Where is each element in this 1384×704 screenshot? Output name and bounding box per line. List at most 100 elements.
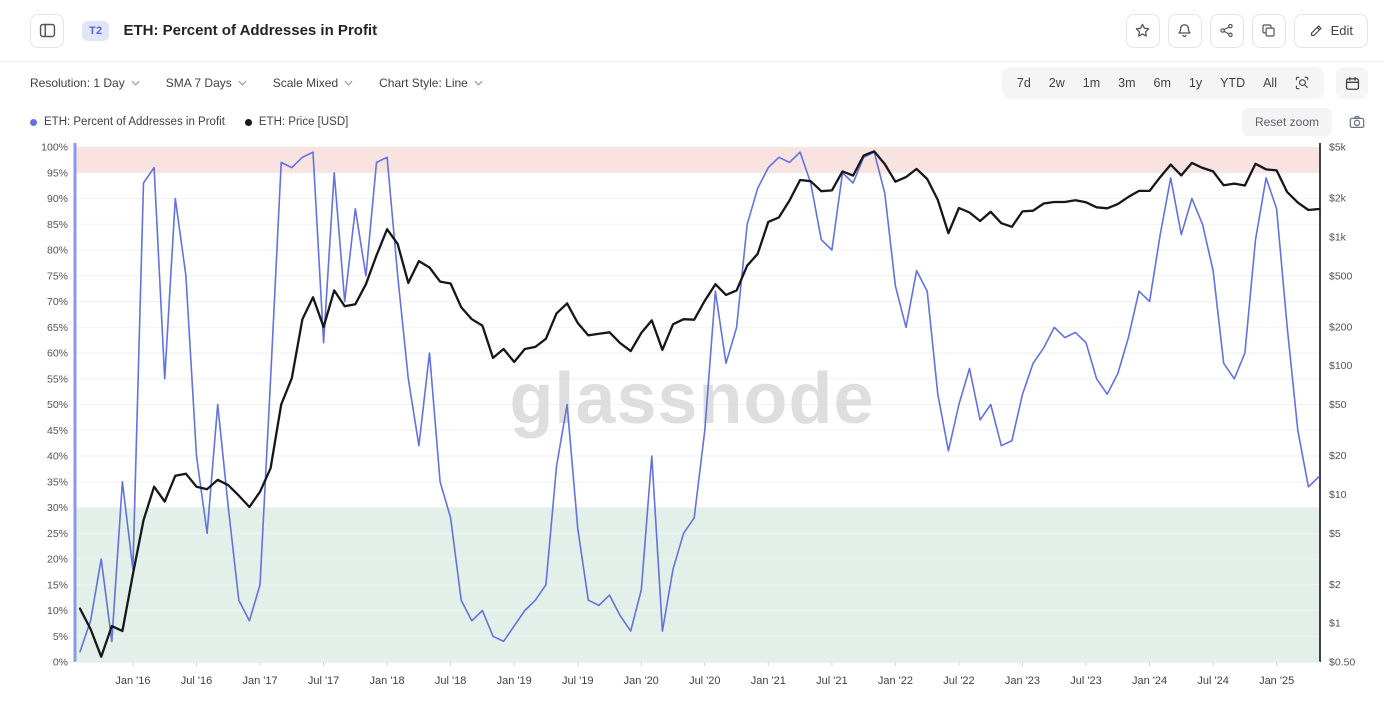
x-axis-tick: Jul '16 xyxy=(181,675,212,687)
range-1m[interactable]: 1m xyxy=(1074,67,1109,99)
x-axis-tick: Jan '21 xyxy=(751,675,786,687)
edit-button-label: Edit xyxy=(1330,23,1353,38)
dropdown-resolution-1-day[interactable]: Resolution: 1 Day xyxy=(30,76,140,90)
right-axis-tick: $10 xyxy=(1329,489,1347,501)
dropdown-sma-7-days[interactable]: SMA 7 Days xyxy=(166,76,247,90)
panel-left-icon xyxy=(39,23,55,38)
right-axis-tick: $2k xyxy=(1329,193,1347,205)
dropdown-label: Scale Mixed xyxy=(272,76,339,90)
legend: ETH: Percent of Addresses in Profit ETH: … xyxy=(30,116,348,128)
range-all[interactable]: All xyxy=(1254,67,1286,99)
right-axis-tick: $1k xyxy=(1329,231,1347,243)
x-axis-tick: Jan '22 xyxy=(878,675,913,687)
header-bar: T2 ETH: Percent of Addresses in Profit xyxy=(0,0,1384,62)
dropdown-label: Resolution: 1 Day xyxy=(30,76,125,90)
x-axis-tick: Jul '18 xyxy=(435,675,466,687)
zoom-area-icon xyxy=(1295,76,1309,90)
time-range-group: 7d 2w 1m 3m 6m 1y YTD All xyxy=(1001,67,1324,99)
dropdown-label: SMA 7 Days xyxy=(165,76,232,90)
range-2w[interactable]: 2w xyxy=(1040,67,1074,99)
legend-item-eth-price-usd[interactable]: ETH: Price [USD] xyxy=(244,116,349,128)
alert-button[interactable] xyxy=(1167,13,1202,48)
range-6m[interactable]: 6m xyxy=(1145,67,1180,99)
x-axis-tick: Jan '24 xyxy=(1132,675,1167,687)
left-axis-tick: 40% xyxy=(47,451,68,463)
x-axis-tick: Jul '17 xyxy=(308,675,339,687)
right-axis-tick: $5k xyxy=(1329,142,1347,154)
x-axis-tick: Jul '22 xyxy=(943,675,974,687)
right-axis-tick: $100 xyxy=(1329,360,1353,372)
legend-item-eth-percent-of-addresses-in-profit[interactable]: ETH: Percent of Addresses in Profit xyxy=(30,116,225,128)
right-axis-tick: $20 xyxy=(1329,450,1347,462)
screenshot-button[interactable] xyxy=(1346,111,1368,133)
x-axis-tick: Jan '25 xyxy=(1259,675,1294,687)
left-axis-tick: 15% xyxy=(47,579,68,591)
left-axis-tick: 100% xyxy=(41,142,68,154)
x-axis-tick: Jul '24 xyxy=(1197,675,1228,687)
x-axis-tick: Jul '19 xyxy=(562,675,593,687)
chevron-down-icon xyxy=(474,80,483,86)
chart-settings-dropdowns: Resolution: 1 Day SMA 7 Days Scale Mixed Ch… xyxy=(30,76,483,90)
x-axis-tick: Jul '21 xyxy=(816,675,847,687)
left-axis-tick: 35% xyxy=(47,476,68,488)
dropdown-chart-style-line[interactable]: Chart Style: Line xyxy=(379,76,483,90)
left-axis-tick: 55% xyxy=(47,373,68,385)
chevron-down-icon xyxy=(344,80,353,86)
right-axis-tick: $0.50 xyxy=(1329,657,1355,669)
left-axis-tick: 25% xyxy=(47,528,68,540)
star-icon xyxy=(1135,23,1150,37)
left-axis-tick: 70% xyxy=(47,296,68,308)
x-axis-tick: Jul '23 xyxy=(1070,675,1101,687)
left-axis-tick: 30% xyxy=(47,502,68,514)
x-axis-tick: Jan '16 xyxy=(115,675,150,687)
reset-zoom-button[interactable]: Reset zoom xyxy=(1241,108,1332,136)
left-axis-tick: 20% xyxy=(47,554,68,566)
range-1y[interactable]: 1y xyxy=(1180,67,1211,99)
share-icon xyxy=(1220,23,1233,38)
x-axis-tick: Jan '17 xyxy=(242,675,277,687)
left-axis-tick: 85% xyxy=(47,219,68,231)
legend-label: ETH: Price [USD] xyxy=(258,116,349,128)
left-axis-tick: 95% xyxy=(47,167,68,179)
legend-dot xyxy=(30,118,37,126)
right-axis-tick: $500 xyxy=(1329,270,1353,282)
legend-dot xyxy=(244,118,252,126)
right-axis-tick: $2 xyxy=(1329,579,1341,591)
duplicate-button[interactable] xyxy=(1251,13,1286,48)
x-axis-tick: Jan '23 xyxy=(1005,675,1040,687)
right-axis-tick: $5 xyxy=(1329,528,1341,540)
zoom-area-button[interactable] xyxy=(1286,67,1318,99)
calendar-button[interactable] xyxy=(1336,67,1368,99)
chevron-down-icon xyxy=(238,80,247,86)
plot-region[interactable] xyxy=(75,147,1320,662)
dropdown-scale-mixed[interactable]: Scale Mixed xyxy=(273,76,353,90)
pencil-icon xyxy=(1310,25,1322,36)
left-axis-tick: 45% xyxy=(47,425,68,437)
right-axis-tick: $200 xyxy=(1329,321,1353,333)
range-ytd[interactable]: YTD xyxy=(1211,67,1254,99)
sidebar-toggle-button[interactable] xyxy=(30,13,64,48)
chevron-down-icon xyxy=(131,80,140,86)
dropdown-label: Chart Style: Line xyxy=(379,76,468,90)
page-title: ETH: Percent of Addresses in Profit xyxy=(123,22,378,39)
x-axis-tick: Jan '18 xyxy=(370,675,405,687)
left-axis-tick: 60% xyxy=(47,348,68,360)
chart-area: 0% 5% 10% 15% 20% 25% 30% 35% 40% 45% 50% 55% 60% 65%… xyxy=(0,140,1384,704)
share-button[interactable] xyxy=(1209,13,1244,48)
left-axis-tick: 75% xyxy=(47,270,68,282)
x-axis-tick: Jul '20 xyxy=(689,675,720,687)
chart-toolbar: Resolution: 1 Day SMA 7 Days Scale Mixed Ch… xyxy=(0,62,1384,104)
favorite-button[interactable] xyxy=(1125,13,1160,48)
left-axis-tick: 10% xyxy=(47,605,68,617)
left-axis-tick: 90% xyxy=(47,193,68,205)
range-7d[interactable]: 7d xyxy=(1008,67,1040,99)
range-3m[interactable]: 3m xyxy=(1109,67,1144,99)
left-axis-tick: 80% xyxy=(47,245,68,257)
edit-button[interactable]: Edit xyxy=(1293,13,1368,48)
camera-icon xyxy=(1349,115,1365,129)
left-axis-tick: 0% xyxy=(53,657,68,669)
right-axis-tick: $1 xyxy=(1329,618,1341,630)
left-axis-tick: 5% xyxy=(53,631,68,643)
legend-row: ETH: Percent of Addresses in Profit ETH: … xyxy=(0,104,1384,140)
